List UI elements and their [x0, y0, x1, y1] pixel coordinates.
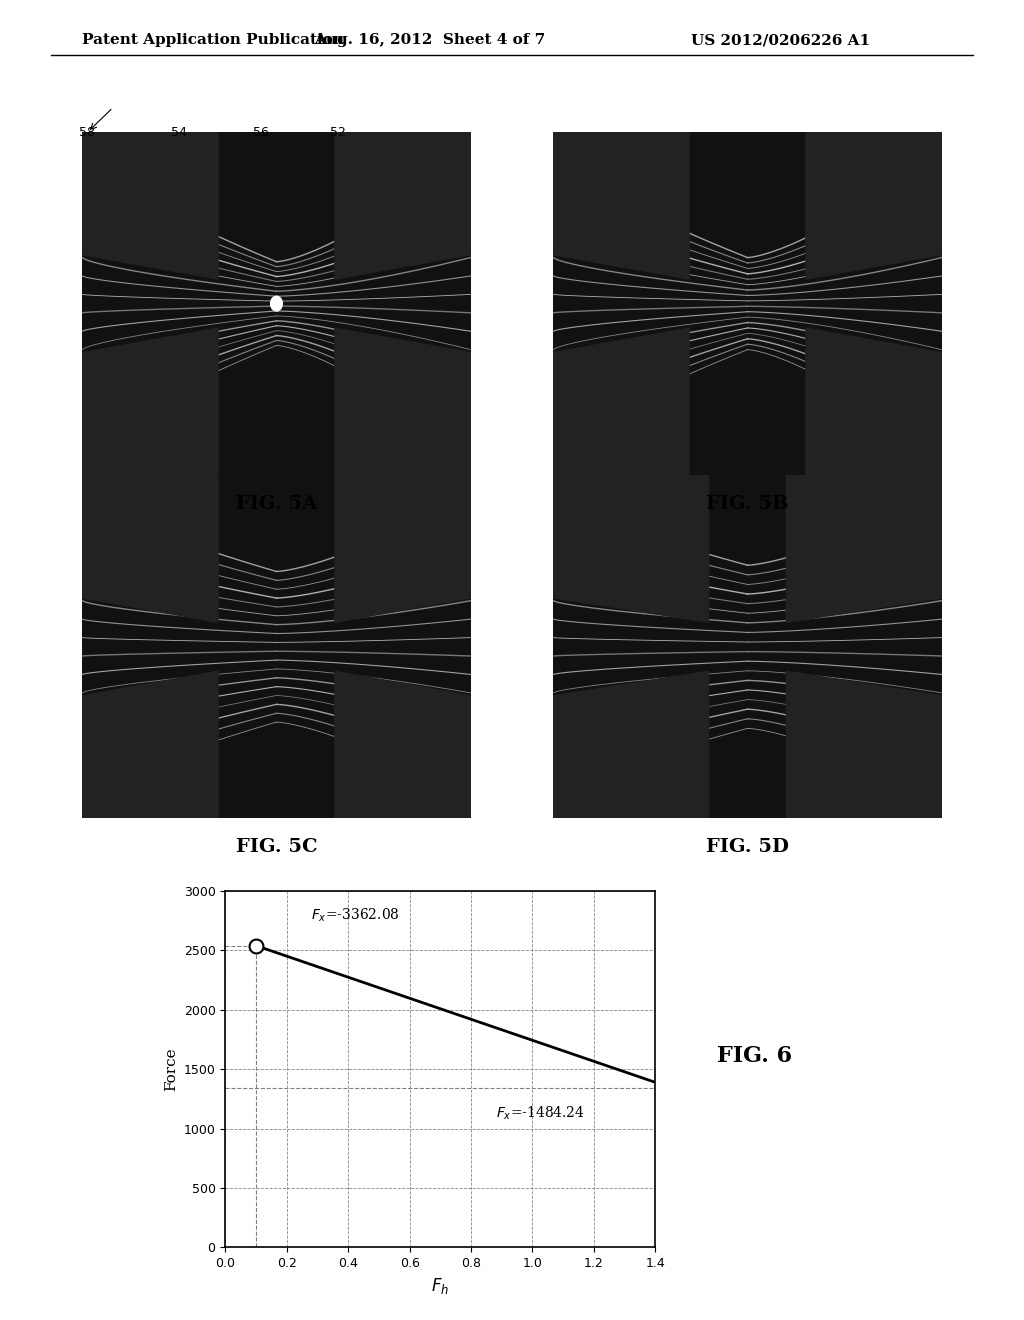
Polygon shape [806, 329, 942, 475]
Text: Patent Application Publication: Patent Application Publication [82, 33, 344, 48]
Text: FIG. 5C: FIG. 5C [236, 838, 317, 857]
Polygon shape [553, 672, 709, 818]
Polygon shape [553, 329, 689, 475]
Text: FIG. 6: FIG. 6 [717, 1045, 792, 1067]
Text: $F_x$=-3362.08: $F_x$=-3362.08 [311, 907, 400, 924]
Polygon shape [335, 475, 471, 622]
Text: FIG. 5B: FIG. 5B [707, 495, 788, 513]
Polygon shape [786, 672, 942, 818]
Polygon shape [806, 132, 942, 279]
Polygon shape [82, 475, 218, 622]
Y-axis label: Force: Force [164, 1047, 178, 1092]
Polygon shape [82, 132, 218, 279]
Circle shape [270, 296, 283, 312]
Text: US 2012/0206226 A1: US 2012/0206226 A1 [691, 33, 870, 48]
Polygon shape [553, 475, 709, 622]
Polygon shape [82, 672, 218, 818]
Text: FIG. 5A: FIG. 5A [236, 495, 317, 513]
Text: FIG. 5D: FIG. 5D [706, 838, 790, 857]
Polygon shape [335, 672, 471, 818]
Polygon shape [82, 329, 218, 475]
Text: Aug. 16, 2012  Sheet 4 of 7: Aug. 16, 2012 Sheet 4 of 7 [314, 33, 546, 48]
Polygon shape [335, 329, 471, 475]
Polygon shape [335, 132, 471, 279]
Text: 52: 52 [330, 125, 346, 139]
Text: 56: 56 [253, 125, 269, 139]
Text: $F_x$=-1484.24: $F_x$=-1484.24 [496, 1105, 585, 1122]
Polygon shape [786, 475, 942, 622]
Text: 58: 58 [79, 125, 95, 139]
Polygon shape [553, 132, 689, 279]
Text: 54: 54 [171, 125, 187, 139]
X-axis label: $F_h$: $F_h$ [431, 1275, 450, 1296]
